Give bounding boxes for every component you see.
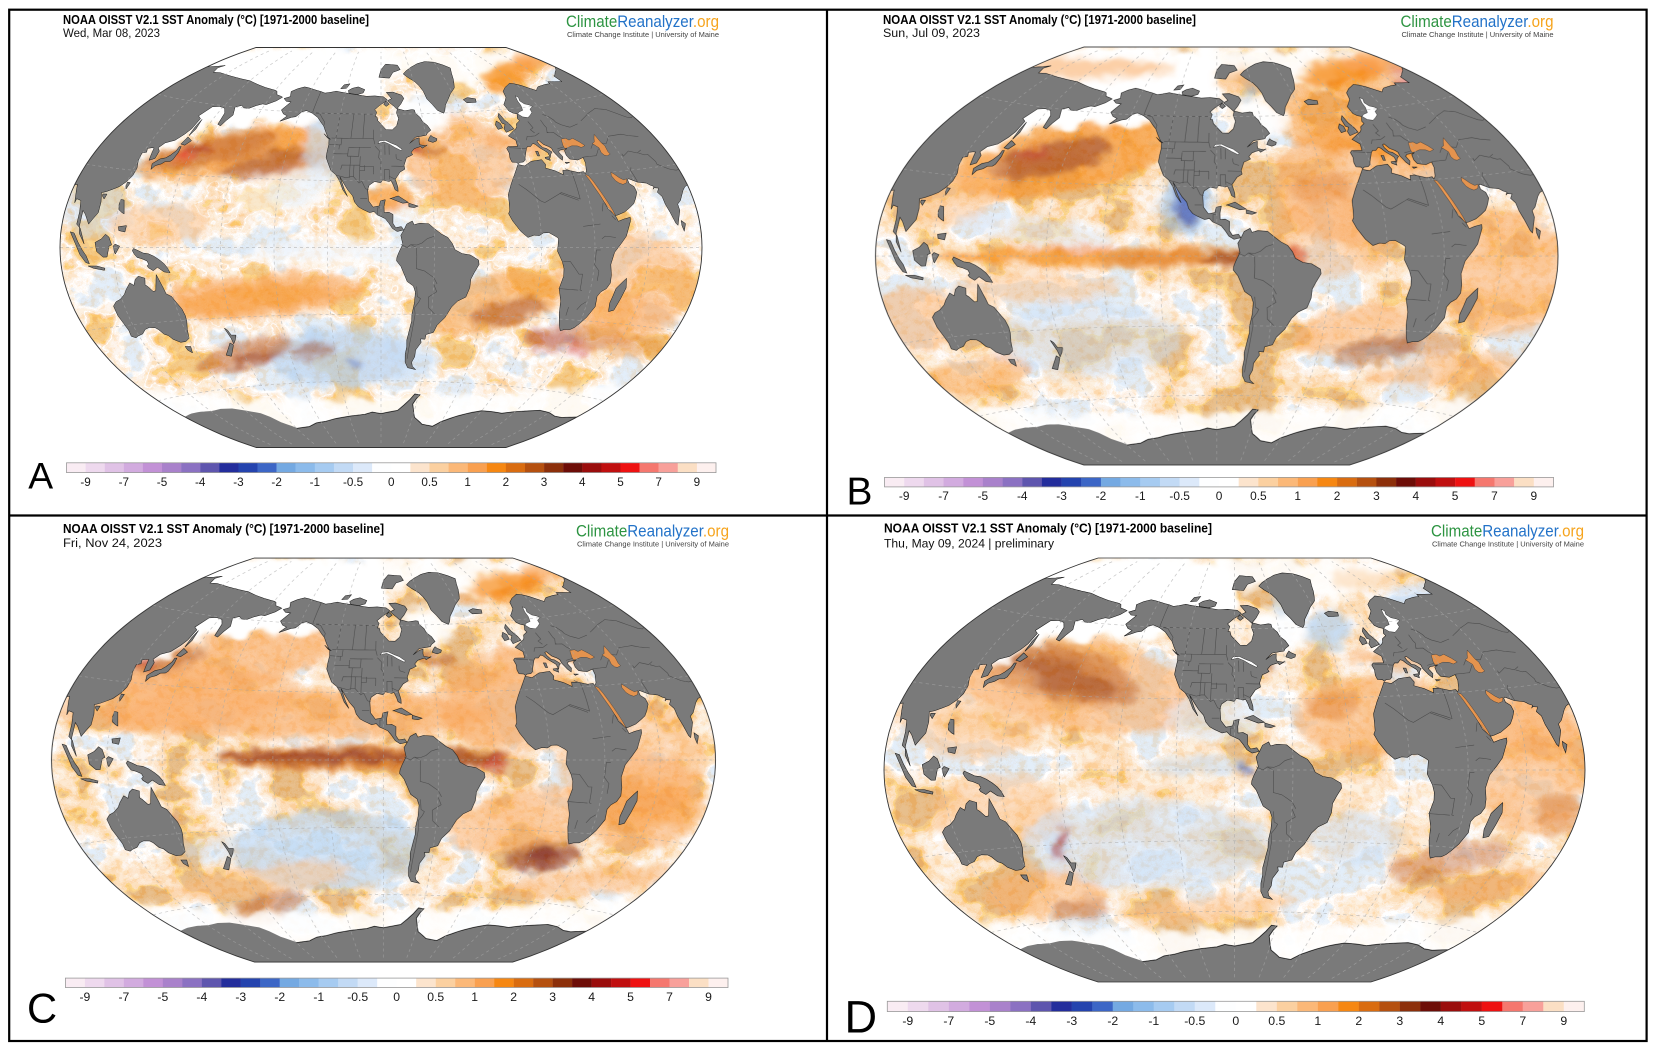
svg-text:-4: -4 bbox=[1025, 1014, 1036, 1028]
svg-text:2: 2 bbox=[1355, 1014, 1362, 1028]
svg-text:A: A bbox=[28, 455, 53, 497]
svg-text:-4: -4 bbox=[1017, 489, 1028, 503]
svg-text:0: 0 bbox=[1232, 1014, 1239, 1028]
svg-text:ClimateReanalyzer.org: ClimateReanalyzer.org bbox=[566, 12, 719, 31]
svg-text:4: 4 bbox=[579, 476, 586, 489]
svg-text:Fri, Nov 24, 2023: Fri, Nov 24, 2023 bbox=[63, 536, 162, 550]
svg-text:Climate Change Institute | Uni: Climate Change Institute | University of… bbox=[577, 539, 729, 548]
svg-text:9: 9 bbox=[705, 990, 712, 1004]
svg-text:0: 0 bbox=[1216, 489, 1223, 503]
svg-text:9: 9 bbox=[694, 476, 701, 489]
svg-text:-3: -3 bbox=[233, 476, 243, 489]
svg-text:0: 0 bbox=[388, 476, 395, 489]
svg-text:-9: -9 bbox=[80, 476, 90, 489]
svg-text:3: 3 bbox=[541, 476, 548, 489]
svg-text:-9: -9 bbox=[79, 990, 90, 1004]
svg-text:9: 9 bbox=[1560, 1014, 1567, 1028]
svg-text:-9: -9 bbox=[899, 489, 910, 503]
svg-text:-4: -4 bbox=[196, 990, 207, 1004]
svg-text:Wed, Mar 08, 2023: Wed, Mar 08, 2023 bbox=[63, 26, 160, 40]
svg-text:7: 7 bbox=[1491, 489, 1498, 503]
svg-text:NOAA OISST V2.1 SST Anomaly (°: NOAA OISST V2.1 SST Anomaly (°C) [1971-2… bbox=[884, 522, 1212, 536]
svg-text:2: 2 bbox=[1334, 489, 1341, 503]
svg-text:Thu, May 09, 2024 | preliminar: Thu, May 09, 2024 | preliminary bbox=[884, 536, 1055, 550]
svg-text:0.5: 0.5 bbox=[1250, 489, 1267, 503]
svg-text:-2: -2 bbox=[274, 990, 285, 1004]
svg-text:-5: -5 bbox=[984, 1014, 995, 1028]
svg-text:NOAA OISST V2.1 SST Anomaly (°: NOAA OISST V2.1 SST Anomaly (°C) [1971-2… bbox=[63, 13, 369, 27]
svg-text:Climate Change Institute | Uni: Climate Change Institute | University of… bbox=[1402, 30, 1554, 39]
svg-text:-2: -2 bbox=[1096, 489, 1107, 503]
svg-text:-1: -1 bbox=[313, 990, 324, 1004]
svg-text:1: 1 bbox=[1294, 489, 1301, 503]
svg-text:ClimateReanalyzer.org: ClimateReanalyzer.org bbox=[1431, 521, 1584, 540]
svg-text:-5: -5 bbox=[978, 489, 989, 503]
svg-text:-4: -4 bbox=[195, 476, 206, 489]
svg-text:-3: -3 bbox=[1056, 489, 1067, 503]
svg-text:5: 5 bbox=[627, 990, 634, 1004]
svg-text:-0.5: -0.5 bbox=[1169, 489, 1190, 503]
svg-text:5: 5 bbox=[617, 476, 624, 489]
svg-text:1: 1 bbox=[464, 476, 471, 489]
svg-text:D: D bbox=[845, 992, 878, 1043]
svg-text:-5: -5 bbox=[157, 990, 168, 1004]
svg-text:2: 2 bbox=[503, 476, 510, 489]
svg-text:C: C bbox=[27, 985, 57, 1032]
svg-text:-2: -2 bbox=[271, 476, 281, 489]
svg-text:-0.5: -0.5 bbox=[1184, 1014, 1205, 1028]
svg-text:3: 3 bbox=[1373, 489, 1380, 503]
svg-text:9: 9 bbox=[1531, 489, 1538, 503]
svg-text:-3: -3 bbox=[235, 990, 246, 1004]
svg-text:4: 4 bbox=[1412, 489, 1419, 503]
svg-text:3: 3 bbox=[549, 990, 556, 1004]
svg-text:4: 4 bbox=[1437, 1014, 1444, 1028]
svg-text:NOAA OISST V2.1 SST Anomaly (°: NOAA OISST V2.1 SST Anomaly (°C) [1971-2… bbox=[883, 13, 1196, 27]
svg-text:-3: -3 bbox=[1066, 1014, 1077, 1028]
svg-text:-1: -1 bbox=[1148, 1014, 1159, 1028]
svg-text:1: 1 bbox=[471, 990, 478, 1004]
svg-text:-1: -1 bbox=[1135, 489, 1146, 503]
svg-text:3: 3 bbox=[1396, 1014, 1403, 1028]
svg-text:5: 5 bbox=[1478, 1014, 1485, 1028]
svg-text:Sun, Jul 09, 2023: Sun, Jul 09, 2023 bbox=[883, 26, 980, 40]
svg-text:4: 4 bbox=[588, 990, 595, 1004]
svg-text:1: 1 bbox=[1314, 1014, 1321, 1028]
svg-text:-7: -7 bbox=[943, 1014, 954, 1028]
svg-text:7: 7 bbox=[666, 990, 673, 1004]
svg-text:-0.5: -0.5 bbox=[347, 990, 368, 1004]
svg-text:-9: -9 bbox=[902, 1014, 913, 1028]
svg-text:NOAA OISST V2.1 SST Anomaly (°: NOAA OISST V2.1 SST Anomaly (°C) [1971-2… bbox=[63, 522, 384, 536]
svg-text:-7: -7 bbox=[119, 476, 129, 489]
svg-text:2: 2 bbox=[510, 990, 517, 1004]
svg-text:0.5: 0.5 bbox=[421, 476, 438, 489]
svg-text:7: 7 bbox=[655, 476, 662, 489]
svg-text:B: B bbox=[847, 471, 873, 514]
svg-text:-7: -7 bbox=[118, 990, 129, 1004]
svg-text:Climate Change Institute | Uni: Climate Change Institute | University of… bbox=[1432, 539, 1584, 548]
svg-text:0.5: 0.5 bbox=[427, 990, 444, 1004]
svg-text:5: 5 bbox=[1452, 489, 1459, 503]
svg-text:-2: -2 bbox=[1107, 1014, 1118, 1028]
svg-text:-7: -7 bbox=[938, 489, 949, 503]
svg-text:-1: -1 bbox=[310, 476, 320, 489]
svg-text:-5: -5 bbox=[157, 476, 168, 489]
svg-text:ClimateReanalyzer.org: ClimateReanalyzer.org bbox=[576, 521, 729, 540]
svg-text:0: 0 bbox=[393, 990, 400, 1004]
svg-text:0.5: 0.5 bbox=[1268, 1014, 1285, 1028]
svg-text:Climate Change Institute | Uni: Climate Change Institute | University of… bbox=[567, 30, 719, 39]
svg-text:-0.5: -0.5 bbox=[343, 476, 364, 489]
svg-text:ClimateReanalyzer.org: ClimateReanalyzer.org bbox=[1401, 12, 1554, 31]
svg-text:7: 7 bbox=[1519, 1014, 1526, 1028]
